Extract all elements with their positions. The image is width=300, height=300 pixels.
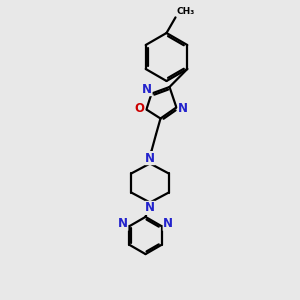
Text: N: N: [145, 201, 155, 214]
Text: N: N: [178, 101, 188, 115]
Text: N: N: [145, 152, 155, 165]
Text: CH₃: CH₃: [177, 7, 195, 16]
Text: N: N: [163, 217, 173, 230]
Text: N: N: [142, 82, 152, 96]
Text: N: N: [118, 217, 128, 230]
Text: O: O: [135, 102, 145, 116]
